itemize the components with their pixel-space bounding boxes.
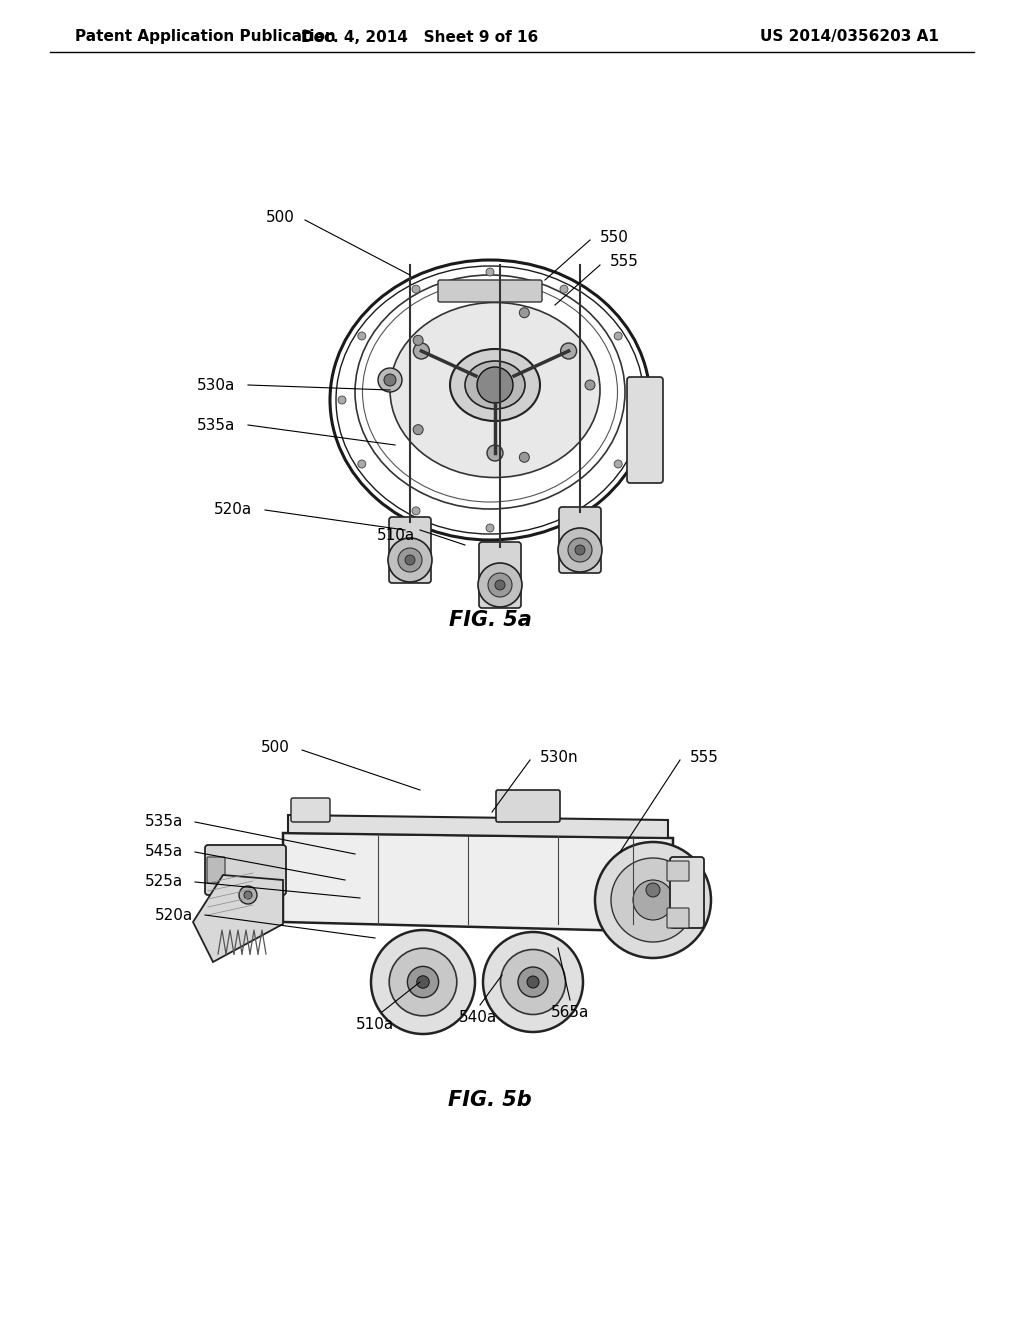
Circle shape [518,968,548,997]
Circle shape [560,507,568,515]
Circle shape [371,931,475,1034]
Text: 550: 550 [600,230,629,244]
Text: 545a: 545a [144,845,183,859]
Text: 530n: 530n [540,751,579,766]
Circle shape [483,932,583,1032]
Circle shape [239,886,257,904]
FancyBboxPatch shape [438,280,542,302]
Circle shape [478,564,522,607]
Circle shape [389,948,457,1016]
Text: 555: 555 [690,751,719,766]
Circle shape [388,539,432,582]
Text: 535a: 535a [144,814,183,829]
FancyBboxPatch shape [670,857,705,928]
Text: 510a: 510a [377,528,415,543]
Circle shape [611,858,695,942]
Polygon shape [283,833,673,932]
Text: 530a: 530a [197,378,234,392]
Text: 500: 500 [266,210,295,224]
Circle shape [412,285,420,293]
Circle shape [357,459,366,469]
Circle shape [634,396,642,404]
Text: 535a: 535a [197,417,234,433]
FancyBboxPatch shape [207,857,225,883]
Circle shape [486,268,494,276]
Circle shape [357,333,366,341]
FancyBboxPatch shape [627,378,663,483]
Circle shape [413,335,423,346]
FancyBboxPatch shape [389,517,431,583]
FancyBboxPatch shape [205,845,286,895]
Circle shape [560,285,568,293]
Text: FIG. 5a: FIG. 5a [449,610,531,630]
Text: US 2014/0356203 A1: US 2014/0356203 A1 [760,29,939,45]
FancyBboxPatch shape [667,908,689,928]
Text: Patent Application Publication: Patent Application Publication [75,29,336,45]
Ellipse shape [450,348,540,421]
Circle shape [614,459,623,469]
Circle shape [487,445,503,461]
Circle shape [646,883,660,898]
Text: 555: 555 [610,255,639,269]
Circle shape [338,396,346,404]
Text: 525a: 525a [144,874,183,890]
Circle shape [244,891,252,899]
Circle shape [501,949,565,1015]
FancyBboxPatch shape [667,861,689,880]
Polygon shape [193,875,283,962]
Circle shape [568,539,592,562]
Text: FIG. 5b: FIG. 5b [449,1090,531,1110]
Circle shape [488,573,512,597]
Circle shape [417,975,429,989]
FancyBboxPatch shape [479,543,521,609]
Ellipse shape [390,302,600,478]
Circle shape [412,507,420,515]
Circle shape [560,343,577,359]
Circle shape [486,524,494,532]
Ellipse shape [465,360,525,409]
Circle shape [519,453,529,462]
Circle shape [519,308,529,318]
Text: 565a: 565a [551,1005,589,1020]
Circle shape [495,579,505,590]
Circle shape [406,554,415,565]
Polygon shape [288,814,668,838]
Text: 510a: 510a [356,1016,394,1032]
Text: 520a: 520a [155,908,193,923]
Circle shape [413,425,423,434]
Circle shape [384,374,396,385]
Circle shape [527,975,539,987]
Text: Dec. 4, 2014   Sheet 9 of 16: Dec. 4, 2014 Sheet 9 of 16 [301,29,539,45]
Circle shape [558,528,602,572]
Circle shape [585,380,595,389]
FancyBboxPatch shape [291,799,330,822]
Circle shape [595,842,711,958]
Text: 500: 500 [261,741,290,755]
Text: 540a: 540a [459,1010,497,1026]
Circle shape [378,368,402,392]
Circle shape [398,548,422,572]
Circle shape [633,880,673,920]
Text: 520a: 520a [214,503,252,517]
Circle shape [414,343,429,359]
Circle shape [614,333,623,341]
Circle shape [408,966,438,998]
Circle shape [575,545,585,554]
Circle shape [477,367,513,403]
FancyBboxPatch shape [559,507,601,573]
FancyBboxPatch shape [496,789,560,822]
